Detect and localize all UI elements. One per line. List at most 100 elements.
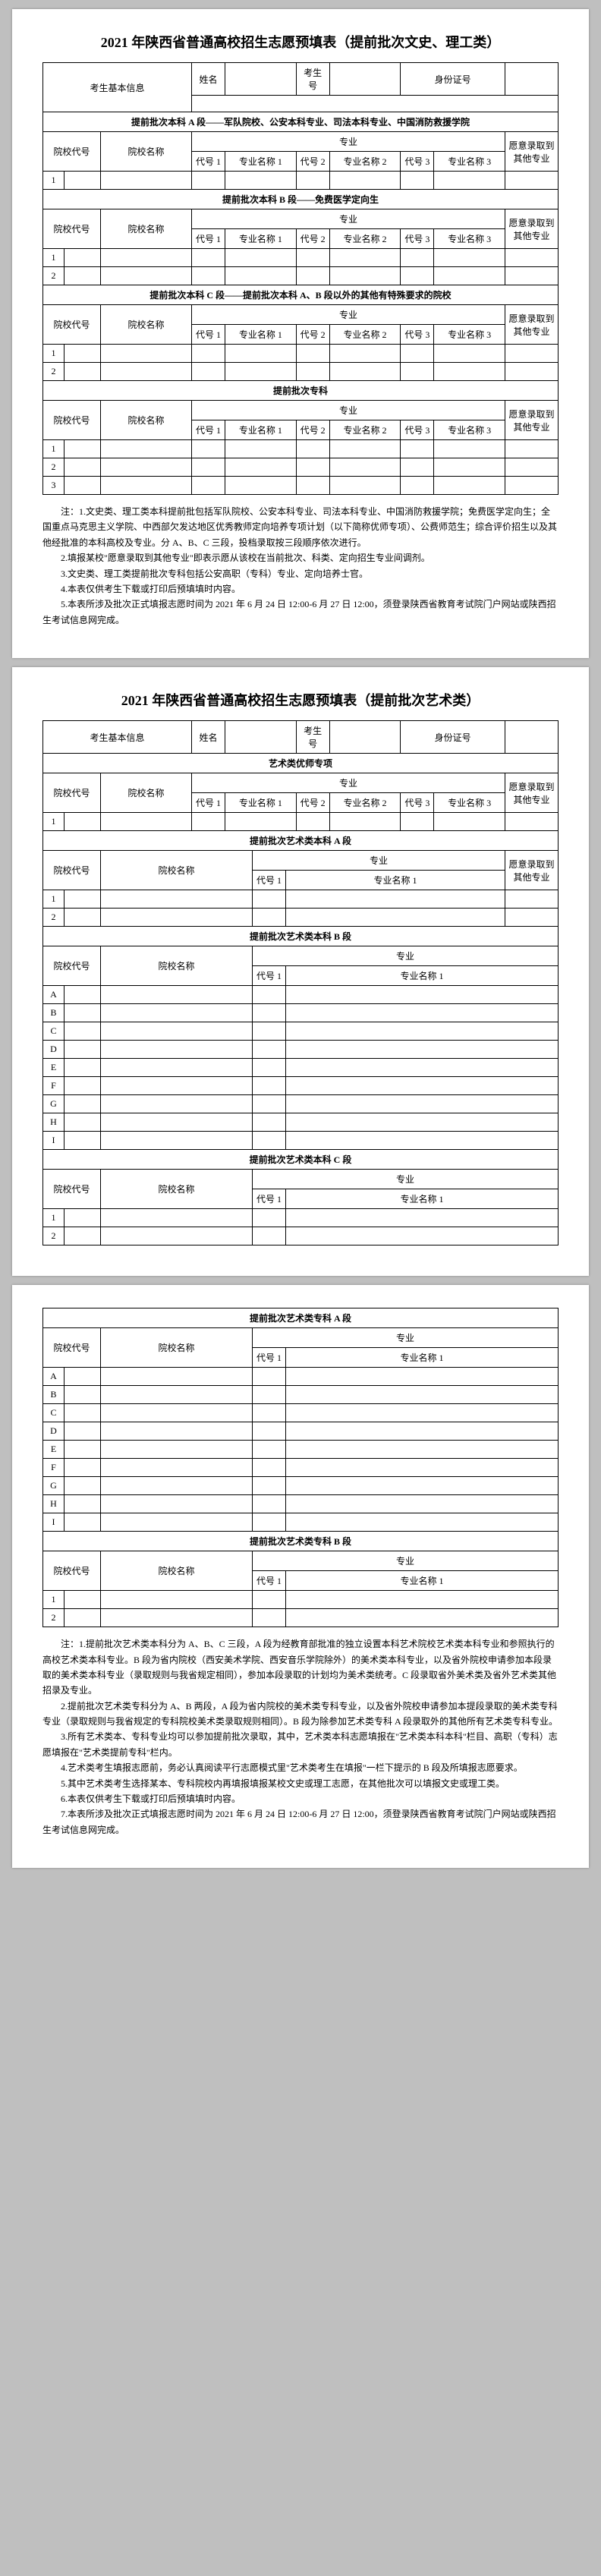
cell[interactable] bbox=[225, 172, 297, 190]
cell[interactable] bbox=[101, 1441, 253, 1459]
cell[interactable] bbox=[253, 1077, 286, 1095]
cell[interactable] bbox=[101, 1059, 253, 1077]
cell[interactable] bbox=[253, 1609, 286, 1627]
cell[interactable] bbox=[401, 267, 434, 285]
cell[interactable] bbox=[65, 1227, 101, 1245]
cell[interactable] bbox=[401, 458, 434, 477]
cell[interactable] bbox=[101, 1386, 253, 1404]
cell[interactable] bbox=[286, 1209, 559, 1227]
cell[interactable] bbox=[101, 345, 192, 363]
cell[interactable] bbox=[65, 1095, 101, 1113]
cell[interactable] bbox=[505, 172, 559, 190]
cell[interactable] bbox=[401, 345, 434, 363]
cell[interactable] bbox=[253, 1095, 286, 1113]
cell[interactable] bbox=[192, 440, 225, 458]
cell[interactable] bbox=[65, 986, 101, 1004]
cell[interactable] bbox=[253, 1022, 286, 1041]
cell[interactable] bbox=[101, 909, 253, 927]
cell[interactable] bbox=[434, 477, 505, 495]
cell[interactable] bbox=[225, 813, 297, 831]
cell[interactable] bbox=[253, 1227, 286, 1245]
cell[interactable] bbox=[434, 345, 505, 363]
cell[interactable] bbox=[192, 813, 225, 831]
cell[interactable] bbox=[101, 1113, 253, 1132]
cell[interactable] bbox=[505, 477, 559, 495]
cell[interactable] bbox=[286, 1609, 559, 1627]
cell[interactable] bbox=[65, 1422, 101, 1441]
cell[interactable] bbox=[101, 1132, 253, 1150]
cell[interactable] bbox=[65, 477, 101, 495]
cell[interactable] bbox=[286, 1041, 559, 1059]
cell[interactable] bbox=[65, 363, 101, 381]
cell[interactable] bbox=[253, 1004, 286, 1022]
cell[interactable] bbox=[253, 1386, 286, 1404]
cell[interactable] bbox=[101, 890, 253, 909]
cell[interactable] bbox=[286, 1495, 559, 1513]
cell[interactable] bbox=[65, 249, 101, 267]
cell[interactable] bbox=[65, 1609, 101, 1627]
cell[interactable] bbox=[65, 909, 101, 927]
cell[interactable] bbox=[286, 1022, 559, 1041]
cell[interactable] bbox=[65, 1441, 101, 1459]
cell[interactable] bbox=[101, 1077, 253, 1095]
cell[interactable] bbox=[253, 986, 286, 1004]
cell[interactable] bbox=[65, 890, 101, 909]
cell[interactable] bbox=[286, 1513, 559, 1532]
cell[interactable] bbox=[65, 1368, 101, 1386]
cell[interactable] bbox=[434, 249, 505, 267]
cell[interactable] bbox=[329, 813, 401, 831]
cell[interactable] bbox=[192, 267, 225, 285]
cell[interactable] bbox=[65, 1386, 101, 1404]
cell[interactable] bbox=[65, 1059, 101, 1077]
cell[interactable] bbox=[65, 813, 101, 831]
cell[interactable] bbox=[505, 890, 558, 909]
cell[interactable] bbox=[65, 1022, 101, 1041]
cell[interactable] bbox=[192, 249, 225, 267]
cell[interactable] bbox=[65, 1077, 101, 1095]
cell[interactable] bbox=[286, 909, 505, 927]
cell[interactable] bbox=[101, 458, 192, 477]
cell[interactable] bbox=[296, 477, 329, 495]
cell[interactable] bbox=[286, 986, 559, 1004]
cell[interactable] bbox=[253, 909, 286, 927]
cell[interactable] bbox=[65, 1459, 101, 1477]
cell[interactable] bbox=[286, 1422, 559, 1441]
cell[interactable] bbox=[225, 363, 297, 381]
cell[interactable] bbox=[286, 1227, 559, 1245]
cell[interactable] bbox=[101, 172, 192, 190]
cell[interactable] bbox=[253, 1132, 286, 1150]
cell[interactable] bbox=[296, 345, 329, 363]
cell[interactable] bbox=[101, 1209, 253, 1227]
cell[interactable] bbox=[192, 363, 225, 381]
cell[interactable] bbox=[286, 1477, 559, 1495]
cell[interactable] bbox=[329, 172, 401, 190]
cell[interactable] bbox=[225, 440, 297, 458]
cell[interactable] bbox=[434, 363, 505, 381]
cell[interactable] bbox=[253, 1113, 286, 1132]
cell[interactable] bbox=[286, 1386, 559, 1404]
cell[interactable] bbox=[401, 477, 434, 495]
cell[interactable] bbox=[253, 1059, 286, 1077]
cell[interactable] bbox=[434, 813, 505, 831]
cell[interactable] bbox=[101, 1041, 253, 1059]
cell[interactable] bbox=[101, 249, 192, 267]
cell[interactable] bbox=[505, 363, 559, 381]
cell[interactable] bbox=[101, 440, 192, 458]
cell[interactable] bbox=[101, 1495, 253, 1513]
cell[interactable] bbox=[329, 249, 401, 267]
cell[interactable] bbox=[296, 440, 329, 458]
cell[interactable] bbox=[101, 1404, 253, 1422]
cell[interactable] bbox=[101, 1591, 253, 1609]
cell[interactable] bbox=[286, 1441, 559, 1459]
cell[interactable] bbox=[286, 1004, 559, 1022]
cell[interactable] bbox=[296, 813, 329, 831]
cell[interactable] bbox=[65, 1495, 101, 1513]
cell[interactable] bbox=[65, 1477, 101, 1495]
cell[interactable] bbox=[296, 249, 329, 267]
cell[interactable] bbox=[253, 1477, 286, 1495]
cell[interactable] bbox=[65, 440, 101, 458]
cell[interactable] bbox=[101, 1227, 253, 1245]
cell[interactable] bbox=[401, 249, 434, 267]
cell[interactable] bbox=[401, 172, 434, 190]
cell[interactable] bbox=[253, 890, 286, 909]
